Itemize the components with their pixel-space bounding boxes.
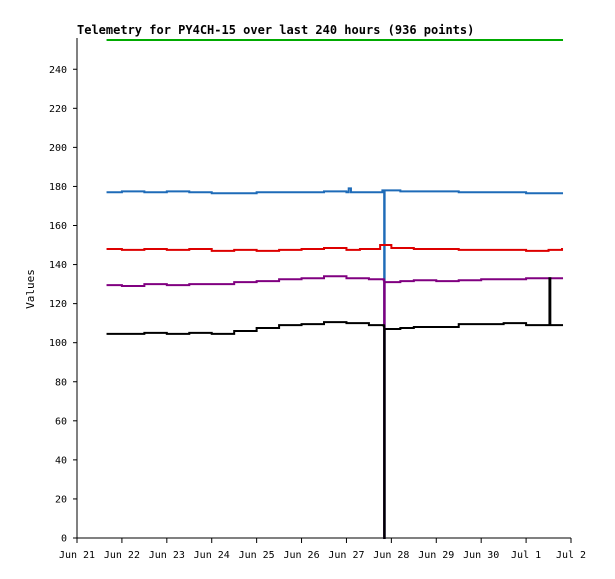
series-line-2 — [106, 187, 564, 539]
y-tick-label: 220 — [49, 104, 67, 115]
x-tick-label: Jun 24 — [194, 550, 230, 561]
series-line-4 — [106, 275, 564, 539]
x-tick-label: Jun 29 — [418, 550, 454, 561]
y-tick-label: 60 — [55, 416, 67, 427]
y-tick-label: 240 — [49, 65, 67, 76]
y-tick-label: 0 — [61, 534, 67, 545]
y-tick-label: 80 — [55, 377, 67, 388]
x-tick-label: Jun 21 — [59, 550, 95, 561]
x-tick-label: Jun 22 — [104, 550, 140, 561]
x-tick-label: Jun 28 — [373, 550, 409, 561]
x-tick-label: Jun 27 — [328, 550, 364, 561]
x-tick-label: Jul 1 — [511, 550, 541, 561]
x-tick-label: Jun 26 — [283, 550, 319, 561]
x-tick-label: Jun 23 — [149, 550, 185, 561]
y-tick-label: 40 — [55, 455, 67, 466]
y-tick-label: 160 — [49, 221, 67, 232]
chart-title: Telemetry for PY4CH-15 over last 240 hou… — [77, 23, 474, 37]
y-tick-label: 140 — [49, 260, 67, 271]
series-line-5 — [106, 277, 564, 539]
x-tick-label: Jun 30 — [463, 550, 499, 561]
y-tick-label: 100 — [49, 338, 67, 349]
x-tick-label: Jun 25 — [239, 550, 275, 561]
y-tick-label: 120 — [49, 299, 67, 310]
y-axis-label: Values — [24, 269, 37, 309]
y-tick-label: 20 — [55, 494, 67, 505]
plot-layer: 0 20 40 60 80 100 120 140 160 180 200 220 240 Jun 21 J… — [49, 38, 586, 561]
y-tick-label: 180 — [49, 182, 67, 193]
y-tick-label: 200 — [49, 143, 67, 154]
series-line-3 — [106, 244, 564, 252]
x-tick-label: Jul 2 — [556, 550, 586, 561]
